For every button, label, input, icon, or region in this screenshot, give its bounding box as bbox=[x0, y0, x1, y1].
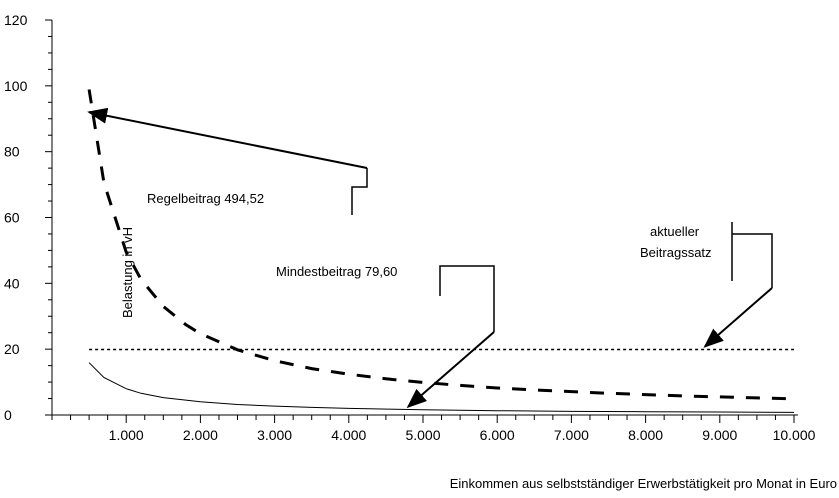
x-tick-label: 4.000 bbox=[331, 427, 366, 443]
annotation-bracket-mindest bbox=[439, 265, 495, 332]
x-tick-labels: 1.000 2.000 3.000 4.000 5.000 6.000 7.000 8.000… bbox=[109, 427, 816, 443]
y-tick-label: 60 bbox=[4, 210, 20, 226]
x-axis-label: Einkommen aus selbstständiger Erwerbstät… bbox=[450, 476, 837, 491]
annotation-bracket-satz bbox=[731, 222, 773, 288]
y-tick-label: 0 bbox=[4, 407, 12, 423]
annotation-label-mindest: Mindestbeitrag 79,60 bbox=[276, 264, 397, 279]
axes bbox=[51, 20, 798, 416]
annotation-label-regel: Regelbeitrag 494,52 bbox=[147, 191, 264, 206]
x-tick-label: 8.000 bbox=[628, 427, 663, 443]
y-tick-label: 40 bbox=[4, 275, 20, 291]
annotation-arrow-satz bbox=[703, 287, 773, 348]
annotation-label-satz: aktueller bbox=[650, 224, 700, 239]
y-tick-label: 100 bbox=[4, 78, 28, 94]
y-tick-label: 120 bbox=[4, 12, 28, 28]
tick-marks bbox=[45, 19, 795, 423]
x-tick-label: 10.000 bbox=[773, 427, 816, 443]
y-tick-labels: 0 20 40 60 80 100 120 bbox=[4, 12, 28, 423]
x-tick-label: 9.000 bbox=[702, 427, 737, 443]
x-tick-label: 2.000 bbox=[183, 427, 218, 443]
annotation-arrow-regel bbox=[87, 107, 368, 169]
annotation-bracket-regel bbox=[351, 168, 368, 215]
series-line-regelbeitrag bbox=[87, 89, 795, 401]
x-tick-label: 7.000 bbox=[554, 427, 589, 443]
annotation-arrow-mindest bbox=[406, 331, 495, 409]
series-group bbox=[87, 89, 795, 413]
y-axis-label: Belastung in vH bbox=[120, 227, 135, 318]
y-tick-label: 20 bbox=[4, 341, 20, 357]
annotation-label-satz: Beitragssatz bbox=[640, 245, 712, 260]
x-tick-label: 5.000 bbox=[405, 427, 440, 443]
x-tick-label: 6.000 bbox=[480, 427, 515, 443]
x-tick-label: 3.000 bbox=[257, 427, 292, 443]
y-tick-label: 80 bbox=[4, 144, 20, 160]
annotations: Regelbeitrag 494,52 Mindestbeitrag 79,60 a… bbox=[87, 107, 773, 409]
x-tick-label: 1.000 bbox=[109, 427, 144, 443]
series-line-mindestbeitrag bbox=[88, 362, 795, 413]
